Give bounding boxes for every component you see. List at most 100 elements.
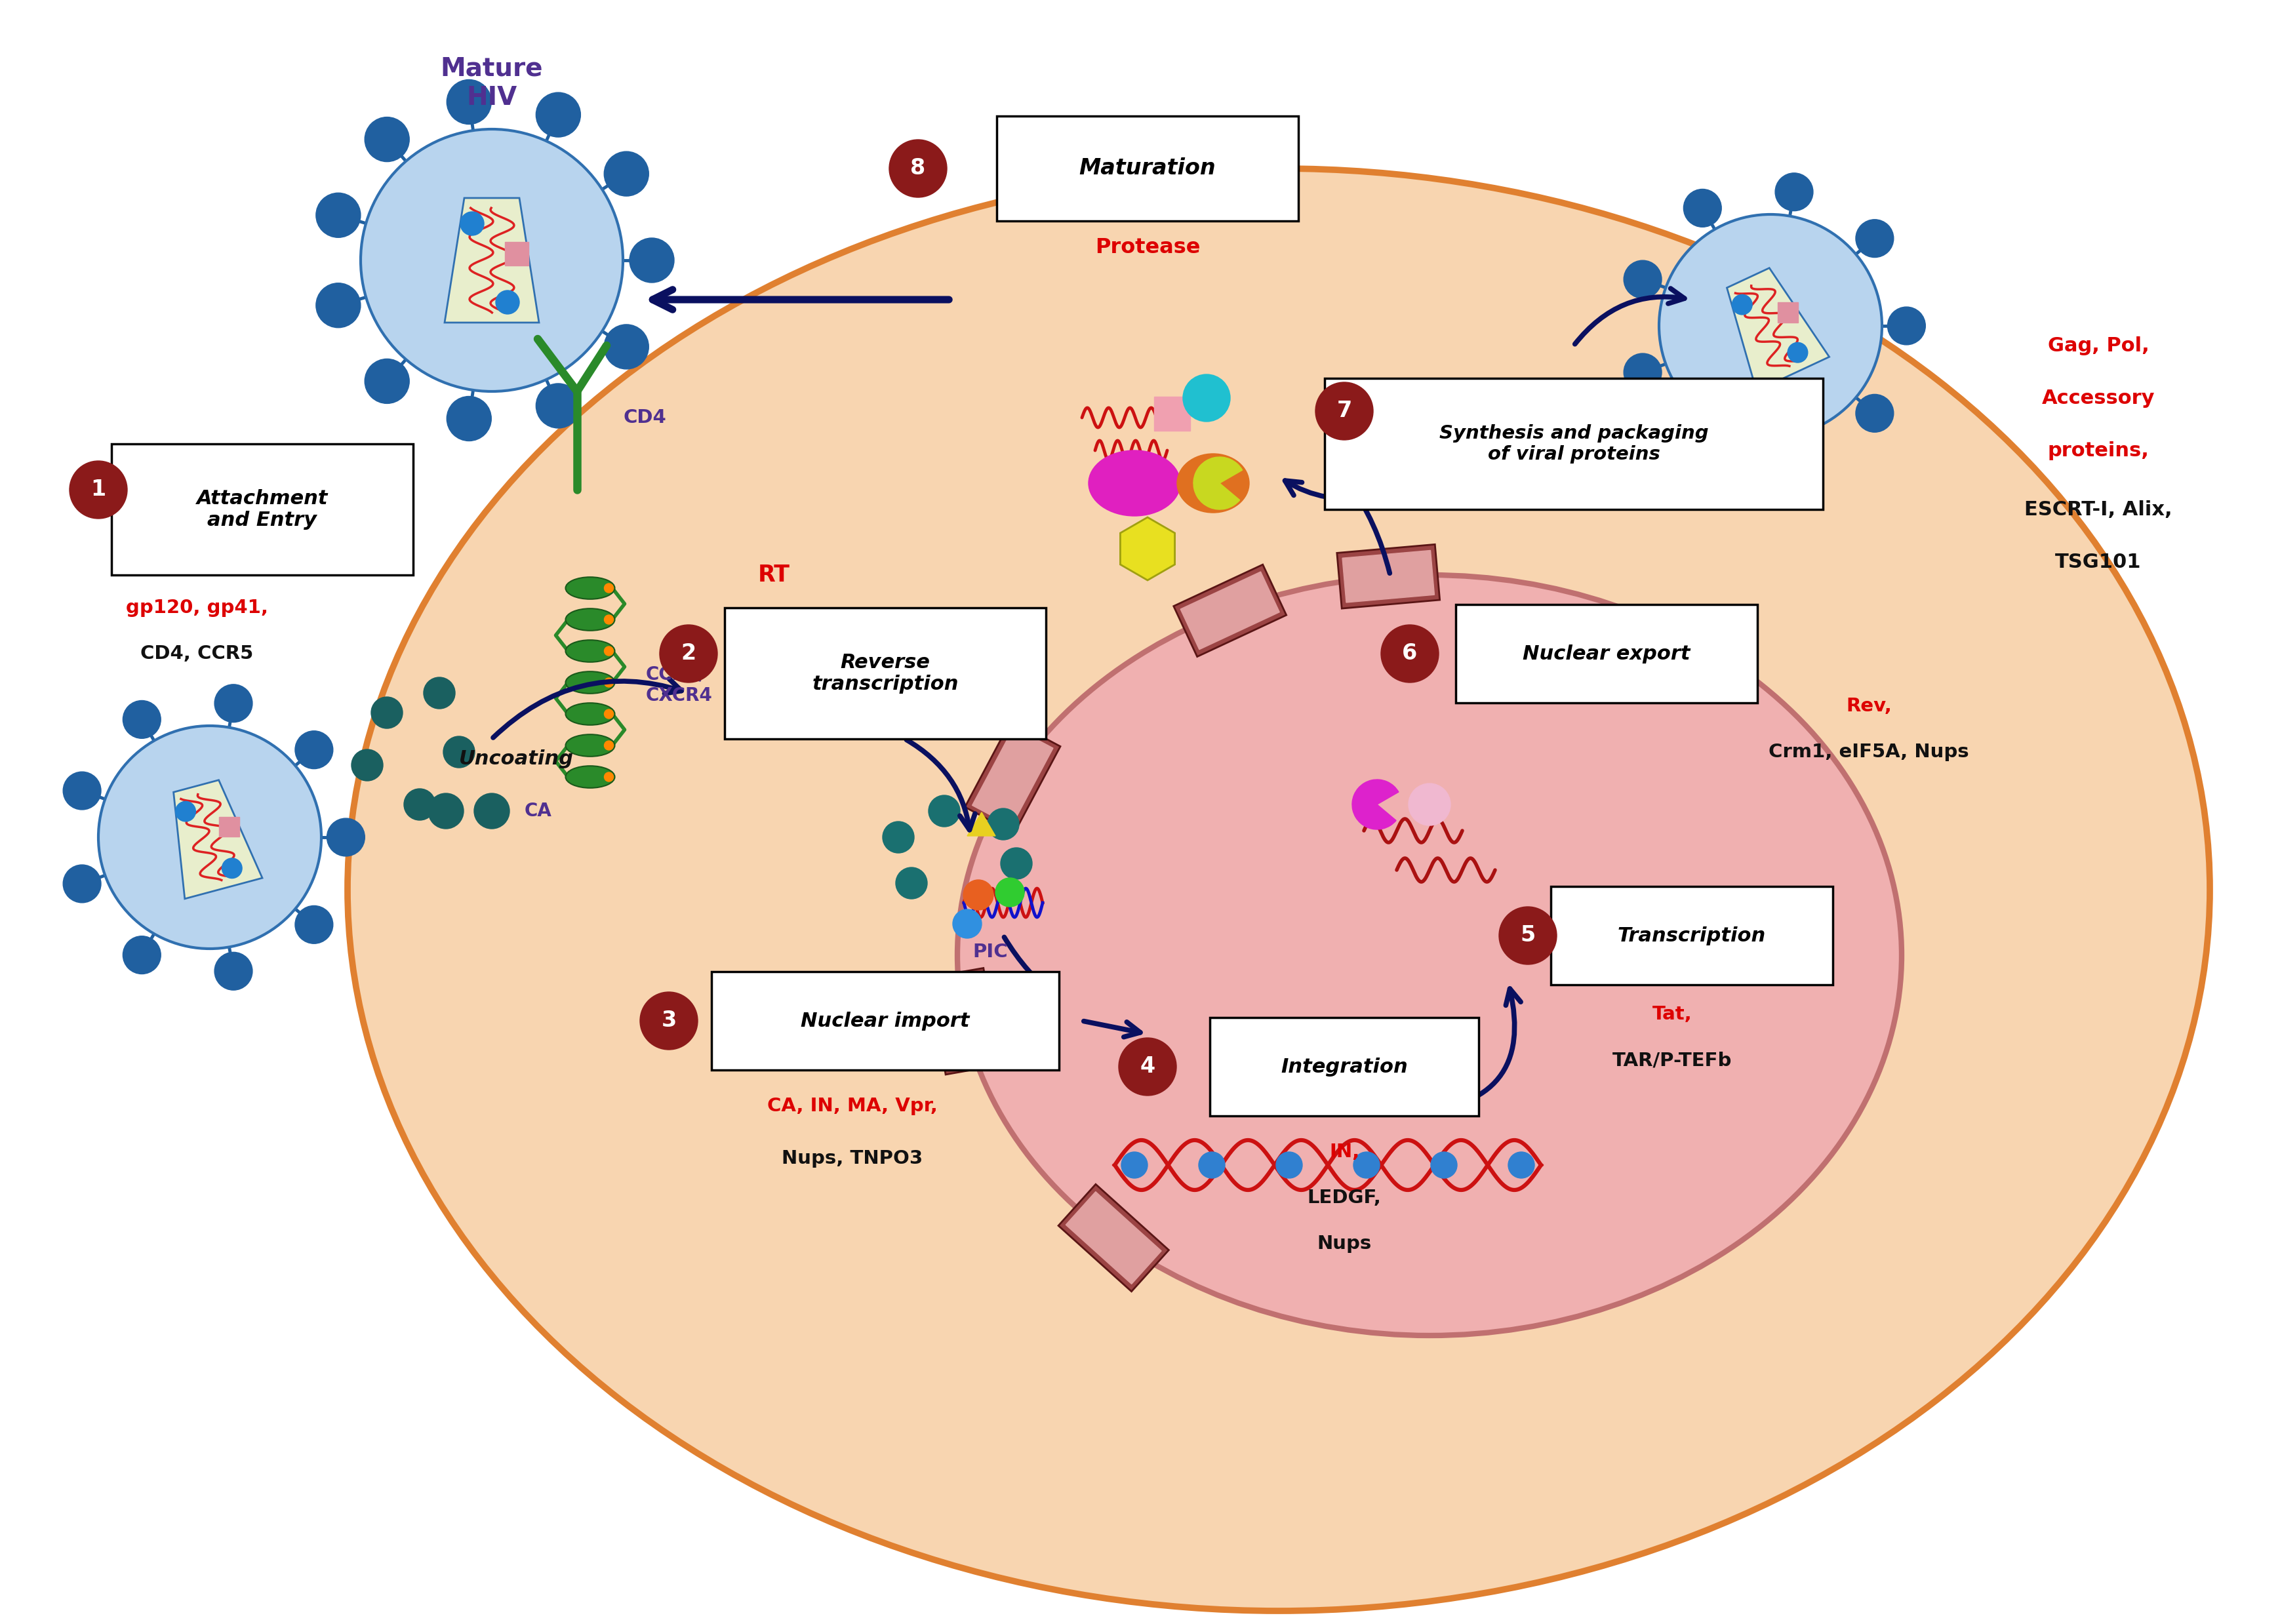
Circle shape [928, 796, 960, 827]
Circle shape [365, 117, 410, 162]
Circle shape [1888, 307, 1924, 344]
Circle shape [882, 822, 914, 853]
Circle shape [1623, 260, 1662, 299]
Text: 3: 3 [661, 1010, 677, 1031]
Circle shape [404, 789, 435, 820]
FancyBboxPatch shape [1455, 604, 1758, 703]
Circle shape [326, 818, 365, 856]
Circle shape [64, 771, 100, 810]
Ellipse shape [958, 575, 1902, 1335]
Text: RT: RT [757, 564, 789, 586]
Circle shape [1733, 294, 1751, 315]
Ellipse shape [347, 169, 2209, 1611]
Text: PIC: PIC [974, 944, 1008, 961]
Circle shape [123, 935, 162, 974]
Text: Nuclear import: Nuclear import [800, 1012, 969, 1030]
Circle shape [1623, 354, 1662, 391]
Polygon shape [967, 812, 996, 836]
Circle shape [1119, 1038, 1176, 1096]
Ellipse shape [565, 767, 616, 788]
Text: Reverse
transcription: Reverse transcription [812, 653, 958, 693]
Circle shape [1660, 214, 1881, 437]
Circle shape [953, 909, 983, 939]
FancyBboxPatch shape [1550, 887, 1833, 984]
Circle shape [317, 283, 360, 328]
Text: proteins,: proteins, [2047, 440, 2150, 460]
Text: Synthesis and packaging
of viral proteins: Synthesis and packaging of viral protein… [1439, 424, 1708, 464]
Ellipse shape [565, 577, 616, 599]
Circle shape [1316, 382, 1373, 440]
Ellipse shape [1176, 453, 1249, 513]
Circle shape [123, 700, 162, 739]
Circle shape [68, 461, 128, 518]
Text: Mature
HIV: Mature HIV [440, 57, 543, 110]
Text: Rev,: Rev, [1847, 697, 1892, 715]
Text: CD4: CD4 [622, 409, 666, 427]
Ellipse shape [565, 734, 616, 757]
Text: 8: 8 [910, 158, 926, 179]
Text: LEDGF,: LEDGF, [1306, 1189, 1382, 1207]
Circle shape [1409, 783, 1450, 825]
Circle shape [659, 625, 718, 682]
Text: Maturation: Maturation [1078, 158, 1215, 179]
Polygon shape [1058, 1184, 1170, 1291]
FancyBboxPatch shape [1325, 378, 1824, 510]
Circle shape [896, 867, 928, 898]
Text: CD4, CCR5: CD4, CCR5 [141, 645, 253, 663]
Text: Nups: Nups [1318, 1234, 1373, 1252]
Polygon shape [1343, 551, 1434, 603]
Text: Attachment
and Entry: Attachment and Entry [196, 489, 328, 529]
Text: IN,: IN, [1329, 1143, 1359, 1161]
Circle shape [351, 749, 383, 781]
Circle shape [1001, 848, 1033, 879]
Circle shape [1432, 1151, 1457, 1177]
Bar [1154, 396, 1190, 430]
Circle shape [474, 793, 508, 828]
Circle shape [604, 583, 613, 593]
Text: 5: 5 [1521, 924, 1534, 947]
Circle shape [221, 857, 242, 879]
Circle shape [1856, 395, 1895, 432]
FancyBboxPatch shape [112, 443, 413, 575]
Circle shape [176, 801, 196, 822]
Text: 1: 1 [91, 479, 105, 500]
Polygon shape [928, 968, 1001, 1075]
Circle shape [604, 615, 613, 624]
Circle shape [1498, 906, 1557, 965]
Polygon shape [173, 780, 262, 898]
Text: CA, IN, MA, Vpr,: CA, IN, MA, Vpr, [768, 1096, 937, 1116]
Text: TAR/P-TEFb: TAR/P-TEFb [1612, 1051, 1733, 1069]
FancyBboxPatch shape [1211, 1018, 1480, 1116]
Polygon shape [1726, 268, 1829, 391]
Text: Transcription: Transcription [1617, 926, 1767, 945]
Circle shape [604, 325, 650, 369]
Circle shape [604, 773, 613, 781]
Circle shape [447, 80, 490, 123]
Circle shape [604, 741, 613, 750]
Text: CA: CA [524, 802, 552, 820]
Circle shape [1277, 1151, 1302, 1177]
Circle shape [1776, 174, 1813, 211]
Circle shape [442, 736, 474, 768]
Text: Protease: Protease [1094, 237, 1199, 257]
Ellipse shape [565, 671, 616, 693]
Text: Crm1, eIF5A, Nups: Crm1, eIF5A, Nups [1769, 742, 1970, 762]
Polygon shape [935, 974, 994, 1069]
FancyBboxPatch shape [996, 115, 1297, 221]
Bar [504, 242, 529, 266]
Circle shape [996, 879, 1024, 906]
Circle shape [629, 239, 675, 283]
FancyBboxPatch shape [711, 971, 1058, 1070]
Text: gp120, gp41,: gp120, gp41, [125, 599, 267, 617]
Circle shape [1199, 1151, 1224, 1177]
Circle shape [372, 697, 404, 729]
Text: ESCRT-I, Alix,: ESCRT-I, Alix, [2025, 500, 2173, 520]
Circle shape [1683, 424, 1721, 463]
Circle shape [317, 193, 360, 237]
FancyBboxPatch shape [725, 607, 1047, 739]
Circle shape [987, 809, 1019, 840]
Polygon shape [971, 728, 1053, 827]
Ellipse shape [1088, 450, 1181, 516]
Circle shape [447, 396, 490, 442]
Circle shape [461, 211, 483, 235]
